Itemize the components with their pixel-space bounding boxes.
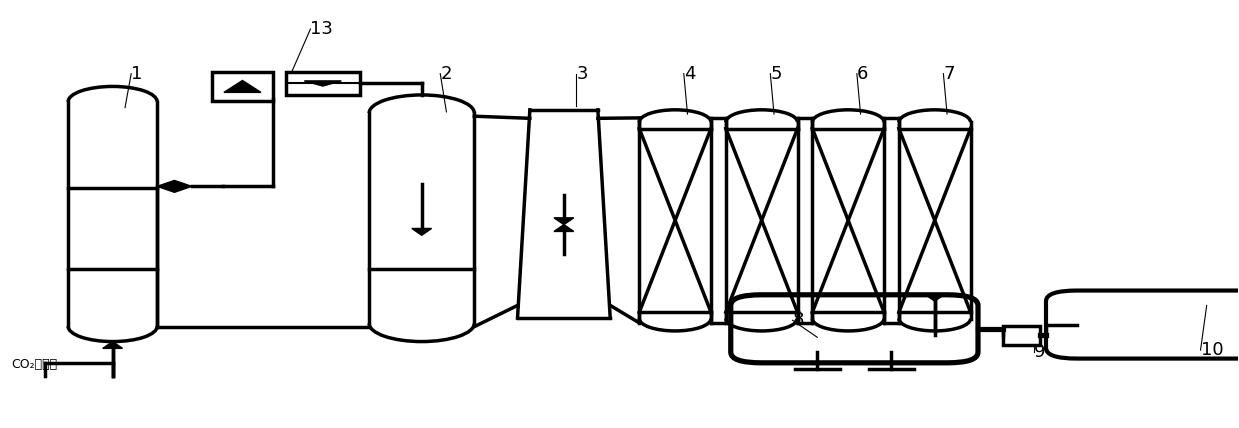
Text: 13: 13 [311,20,333,38]
Polygon shape [554,218,574,225]
Text: 6: 6 [857,65,869,83]
Bar [212,71,274,101]
Text: 7: 7 [943,65,955,83]
Text: 3: 3 [576,65,587,83]
Bar [286,71,359,95]
Polygon shape [305,81,342,86]
Polygon shape [224,80,261,92]
Text: 2: 2 [440,65,452,83]
Polygon shape [103,342,123,348]
Text: 1: 1 [131,65,142,83]
Text: CO₂原料气: CO₂原料气 [11,359,57,372]
Text: 4: 4 [684,65,695,83]
Text: 10: 10 [1201,341,1223,359]
Polygon shape [924,294,944,301]
Polygon shape [175,181,192,192]
Text: 5: 5 [771,65,782,83]
Polygon shape [554,225,574,232]
Text: 8: 8 [793,311,804,329]
Polygon shape [157,181,175,192]
Polygon shape [411,229,431,235]
Bar [1002,326,1040,345]
Text: 9: 9 [1033,343,1046,361]
